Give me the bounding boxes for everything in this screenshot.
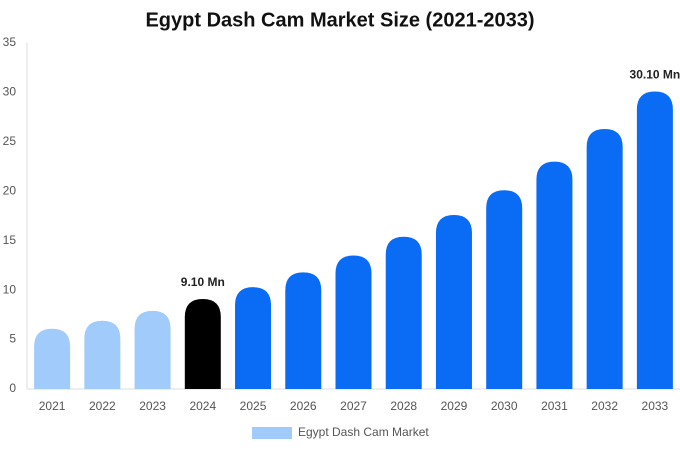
y-tick-label: 10 [3, 282, 17, 296]
y-tick-label: 35 [3, 35, 17, 49]
x-tick-label: 2032 [591, 399, 618, 413]
y-tick-label: 15 [3, 233, 17, 247]
value-label: 9.10 Mn [181, 275, 225, 289]
x-tick-label: 2033 [642, 399, 669, 413]
y-tick-label: 25 [3, 134, 17, 148]
bar [34, 328, 71, 389]
bar [586, 129, 623, 389]
x-tick-label: 2022 [89, 399, 116, 413]
y-tick-label: 30 [3, 85, 17, 99]
x-tick-label: 2028 [390, 399, 417, 413]
legend-label: Egypt Dash Cam Market [298, 425, 429, 439]
bar [636, 91, 673, 389]
x-tick-label: 2025 [240, 399, 267, 413]
x-tick-label: 2030 [491, 399, 518, 413]
y-tick-label: 5 [9, 332, 16, 346]
bar [335, 255, 372, 389]
bar [134, 310, 171, 389]
bar [285, 272, 322, 389]
y-tick-label: 0 [9, 381, 16, 395]
x-tick-label: 2024 [189, 399, 216, 413]
chart-title: Egypt Dash Cam Market Size (2021-2033) [145, 9, 534, 31]
value-label: 30.10 Mn [630, 68, 680, 82]
bar [385, 236, 422, 389]
x-tick-label: 2027 [340, 399, 367, 413]
x-tick-label: 2023 [139, 399, 166, 413]
legend-swatch [252, 427, 292, 439]
x-tick-label: 2021 [39, 399, 66, 413]
x-tick-label: 2031 [541, 399, 568, 413]
bar [486, 190, 523, 389]
x-tick-label: 2026 [290, 399, 317, 413]
bar [84, 320, 121, 389]
y-tick-label: 20 [3, 183, 17, 197]
bar [536, 161, 573, 389]
bar [435, 215, 472, 389]
bar [235, 287, 272, 389]
x-tick-label: 2029 [441, 399, 468, 413]
bar [184, 299, 221, 389]
